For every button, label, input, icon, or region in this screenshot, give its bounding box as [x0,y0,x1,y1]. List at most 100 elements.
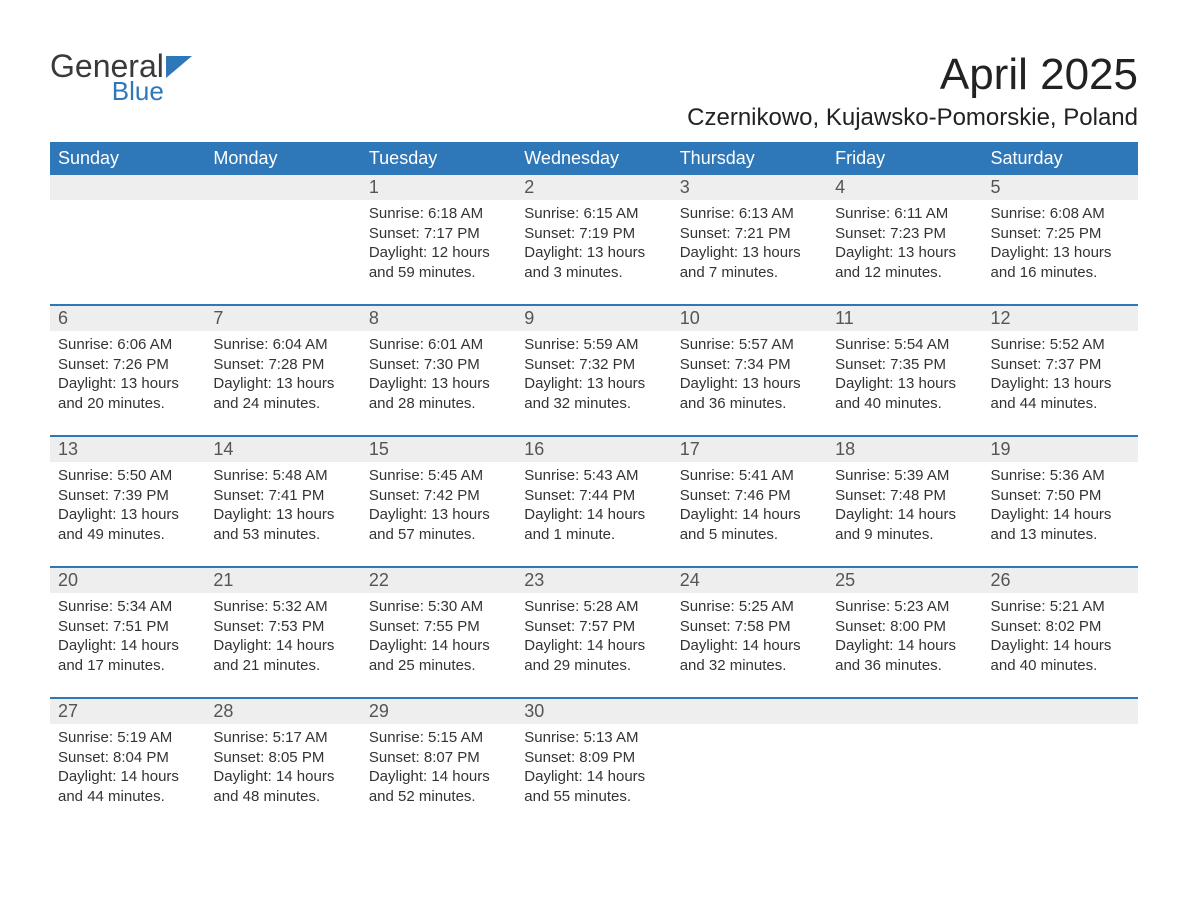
day-body: Sunrise: 6:18 AMSunset: 7:17 PMDaylight:… [361,200,516,296]
daybody-strip: Sunrise: 6:06 AMSunset: 7:26 PMDaylight:… [50,331,1138,435]
sunset-text: Sunset: 7:34 PM [680,355,819,375]
sunrise-text: Sunrise: 5:36 AM [991,466,1130,486]
daylight-text: Daylight: 14 hours and 48 minutes. [213,767,352,806]
title-block: April 2025 Czernikowo, Kujawsko-Pomorski… [687,50,1138,132]
sunrise-text: Sunrise: 5:25 AM [680,597,819,617]
daylight-text: Daylight: 13 hours and 24 minutes. [213,374,352,413]
daylight-text: Daylight: 14 hours and 5 minutes. [680,505,819,544]
daylight-text: Daylight: 14 hours and 29 minutes. [524,636,663,675]
day-number: 18 [827,437,982,462]
sunrise-text: Sunrise: 5:39 AM [835,466,974,486]
day-number [50,175,205,200]
day-number: 7 [205,306,360,331]
day-body: Sunrise: 5:59 AMSunset: 7:32 PMDaylight:… [516,331,671,427]
day-number: 14 [205,437,360,462]
sunset-text: Sunset: 7:50 PM [991,486,1130,506]
daylight-text: Daylight: 14 hours and 55 minutes. [524,767,663,806]
sunset-text: Sunset: 8:00 PM [835,617,974,637]
daylight-text: Daylight: 14 hours and 32 minutes. [680,636,819,675]
calendar: Sunday Monday Tuesday Wednesday Thursday… [50,142,1138,828]
daylight-text: Daylight: 14 hours and 44 minutes. [58,767,197,806]
sunrise-text: Sunrise: 5:34 AM [58,597,197,617]
day-body: Sunrise: 5:36 AMSunset: 7:50 PMDaylight:… [983,462,1138,558]
day-number: 29 [361,699,516,724]
daylight-text: Daylight: 14 hours and 36 minutes. [835,636,974,675]
week-row: 6789101112Sunrise: 6:06 AMSunset: 7:26 P… [50,304,1138,435]
sunrise-text: Sunrise: 6:08 AM [991,204,1130,224]
weekday-header-row: Sunday Monday Tuesday Wednesday Thursday… [50,142,1138,175]
sunrise-text: Sunrise: 5:41 AM [680,466,819,486]
week-row: 27282930Sunrise: 5:19 AMSunset: 8:04 PMD… [50,697,1138,828]
sunrise-text: Sunrise: 6:13 AM [680,204,819,224]
sunrise-text: Sunrise: 6:01 AM [369,335,508,355]
day-body: Sunrise: 6:08 AMSunset: 7:25 PMDaylight:… [983,200,1138,296]
sunset-text: Sunset: 7:19 PM [524,224,663,244]
day-number: 24 [672,568,827,593]
sunset-text: Sunset: 7:35 PM [835,355,974,375]
daylight-text: Daylight: 14 hours and 52 minutes. [369,767,508,806]
daybody-strip: Sunrise: 5:50 AMSunset: 7:39 PMDaylight:… [50,462,1138,566]
sunrise-text: Sunrise: 6:15 AM [524,204,663,224]
week-row: 13141516171819Sunrise: 5:50 AMSunset: 7:… [50,435,1138,566]
day-number: 26 [983,568,1138,593]
weekday-thursday: Thursday [672,142,827,175]
sunrise-text: Sunrise: 5:45 AM [369,466,508,486]
day-body: Sunrise: 5:48 AMSunset: 7:41 PMDaylight:… [205,462,360,558]
daylight-text: Daylight: 13 hours and 32 minutes. [524,374,663,413]
day-number: 22 [361,568,516,593]
sunset-text: Sunset: 7:42 PM [369,486,508,506]
day-body: Sunrise: 5:45 AMSunset: 7:42 PMDaylight:… [361,462,516,558]
day-number: 6 [50,306,205,331]
day-number: 8 [361,306,516,331]
day-number: 3 [672,175,827,200]
sunrise-text: Sunrise: 5:52 AM [991,335,1130,355]
daybody-strip: Sunrise: 5:19 AMSunset: 8:04 PMDaylight:… [50,724,1138,828]
daynum-strip: 6789101112 [50,306,1138,331]
location-subtitle: Czernikowo, Kujawsko-Pomorskie, Poland [687,104,1138,132]
sunset-text: Sunset: 7:39 PM [58,486,197,506]
day-body: Sunrise: 5:28 AMSunset: 7:57 PMDaylight:… [516,593,671,689]
weekday-saturday: Saturday [983,142,1138,175]
day-body: Sunrise: 5:25 AMSunset: 7:58 PMDaylight:… [672,593,827,689]
day-body: Sunrise: 5:21 AMSunset: 8:02 PMDaylight:… [983,593,1138,689]
day-number: 16 [516,437,671,462]
daylight-text: Daylight: 13 hours and 36 minutes. [680,374,819,413]
day-body: Sunrise: 5:17 AMSunset: 8:05 PMDaylight:… [205,724,360,820]
week-row: 20212223242526Sunrise: 5:34 AMSunset: 7:… [50,566,1138,697]
day-number: 13 [50,437,205,462]
sunset-text: Sunset: 7:46 PM [680,486,819,506]
sunrise-text: Sunrise: 6:06 AM [58,335,197,355]
day-number: 17 [672,437,827,462]
sunrise-text: Sunrise: 5:59 AM [524,335,663,355]
day-body: Sunrise: 5:32 AMSunset: 7:53 PMDaylight:… [205,593,360,689]
brand-text: General Blue [50,50,164,104]
sunset-text: Sunset: 7:41 PM [213,486,352,506]
weekday-tuesday: Tuesday [361,142,516,175]
sunrise-text: Sunrise: 5:21 AM [991,597,1130,617]
sunrise-text: Sunrise: 5:32 AM [213,597,352,617]
sunset-text: Sunset: 7:30 PM [369,355,508,375]
sunset-text: Sunset: 7:23 PM [835,224,974,244]
day-number: 15 [361,437,516,462]
weekday-monday: Monday [205,142,360,175]
daynum-strip: 13141516171819 [50,437,1138,462]
daylight-text: Daylight: 13 hours and 57 minutes. [369,505,508,544]
sunset-text: Sunset: 8:02 PM [991,617,1130,637]
day-number: 2 [516,175,671,200]
daybody-strip: Sunrise: 5:34 AMSunset: 7:51 PMDaylight:… [50,593,1138,697]
week-row: 12345Sunrise: 6:18 AMSunset: 7:17 PMDayl… [50,175,1138,304]
day-body: Sunrise: 5:19 AMSunset: 8:04 PMDaylight:… [50,724,205,820]
sunrise-text: Sunrise: 6:11 AM [835,204,974,224]
day-number: 27 [50,699,205,724]
weeks-container: 12345Sunrise: 6:18 AMSunset: 7:17 PMDayl… [50,175,1138,828]
day-body [827,724,982,820]
sunset-text: Sunset: 7:48 PM [835,486,974,506]
day-body: Sunrise: 5:15 AMSunset: 8:07 PMDaylight:… [361,724,516,820]
daylight-text: Daylight: 13 hours and 7 minutes. [680,243,819,282]
day-number: 12 [983,306,1138,331]
day-number: 23 [516,568,671,593]
daylight-text: Daylight: 13 hours and 40 minutes. [835,374,974,413]
header: General Blue April 2025 Czernikowo, Kuja… [50,50,1138,132]
sunrise-text: Sunrise: 5:28 AM [524,597,663,617]
day-body: Sunrise: 5:39 AMSunset: 7:48 PMDaylight:… [827,462,982,558]
